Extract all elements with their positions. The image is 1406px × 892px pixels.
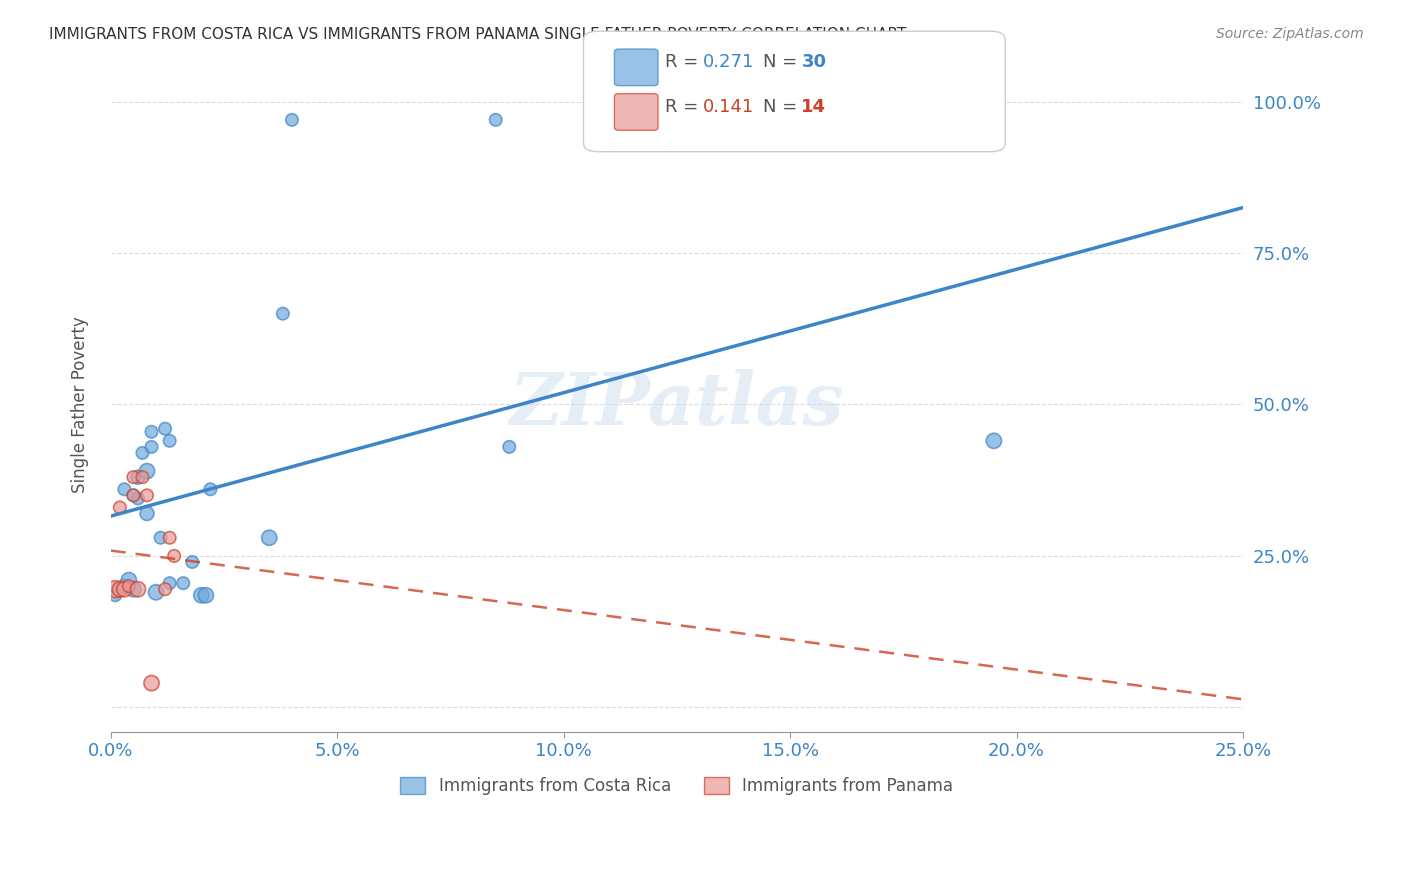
- Point: [108, 582, 131, 597]
- Point: [153, 422, 176, 436]
- Point: [108, 582, 131, 597]
- Point: [141, 425, 163, 439]
- Point: [281, 112, 304, 127]
- Point: [181, 555, 204, 569]
- Text: 14: 14: [801, 98, 827, 116]
- Point: [136, 507, 159, 521]
- Point: [104, 588, 127, 602]
- Point: [159, 434, 181, 448]
- Point: [127, 491, 149, 506]
- Text: 0.141: 0.141: [703, 98, 754, 116]
- Text: Source: ZipAtlas.com: Source: ZipAtlas.com: [1216, 27, 1364, 41]
- Point: [136, 488, 159, 502]
- Point: [194, 588, 217, 602]
- Text: ZIPatlas: ZIPatlas: [510, 369, 844, 440]
- Point: [141, 440, 163, 454]
- Text: R =: R =: [665, 54, 699, 71]
- Text: N =: N =: [763, 54, 797, 71]
- Point: [259, 531, 281, 545]
- Point: [112, 483, 135, 497]
- Point: [172, 576, 194, 591]
- Point: [112, 579, 135, 593]
- Text: IMMIGRANTS FROM COSTA RICA VS IMMIGRANTS FROM PANAMA SINGLE FATHER POVERTY CORRE: IMMIGRANTS FROM COSTA RICA VS IMMIGRANTS…: [49, 27, 907, 42]
- Text: 30: 30: [801, 54, 827, 71]
- Point: [118, 573, 141, 587]
- Point: [122, 488, 145, 502]
- Point: [153, 582, 176, 597]
- Point: [136, 464, 159, 478]
- Y-axis label: Single Father Poverty: Single Father Poverty: [72, 316, 89, 493]
- Point: [112, 582, 135, 597]
- Point: [131, 446, 153, 460]
- Legend: Immigrants from Costa Rica, Immigrants from Panama: Immigrants from Costa Rica, Immigrants f…: [394, 770, 960, 802]
- Point: [149, 531, 172, 545]
- Point: [271, 307, 294, 321]
- Point: [127, 470, 149, 484]
- Text: R =: R =: [665, 98, 699, 116]
- Point: [118, 579, 141, 593]
- Point: [983, 434, 1005, 448]
- Point: [141, 676, 163, 690]
- Point: [159, 531, 181, 545]
- Point: [127, 582, 149, 597]
- Point: [131, 470, 153, 484]
- Point: [122, 488, 145, 502]
- Point: [163, 549, 186, 563]
- Point: [190, 588, 212, 602]
- Point: [498, 440, 520, 454]
- Point: [122, 470, 145, 484]
- Point: [104, 582, 127, 597]
- Point: [122, 582, 145, 597]
- Text: 0.271: 0.271: [703, 54, 755, 71]
- Point: [200, 483, 222, 497]
- Text: N =: N =: [763, 98, 797, 116]
- Point: [108, 500, 131, 515]
- Point: [145, 585, 167, 599]
- Point: [485, 112, 508, 127]
- Point: [159, 576, 181, 591]
